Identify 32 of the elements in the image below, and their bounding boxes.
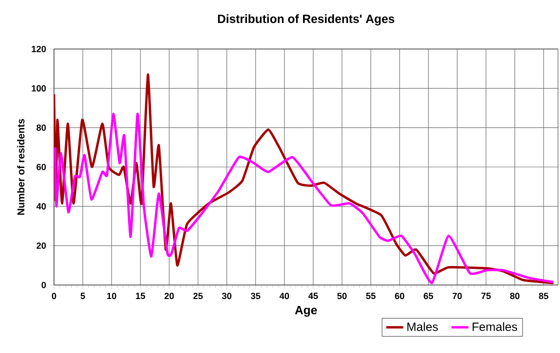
y-axis-title: Number of residents [17, 118, 24, 215]
x-tick-label: 25 [193, 292, 203, 300]
y-tick-label: 0 [42, 282, 46, 288]
x-tick-label: 55 [366, 292, 376, 300]
y-tick-label: 40 [36, 203, 46, 210]
x-tick-label: 75 [481, 292, 491, 300]
x-tick-label: 15 [136, 292, 146, 300]
x-tick-label: 65 [424, 292, 434, 300]
y-tick-label: 20 [36, 242, 46, 249]
y-tick-label: 120 [32, 46, 46, 52]
x-tick-label: 45 [308, 292, 318, 300]
y-tick-label: 60 [36, 164, 46, 170]
y-tick-label: 80 [36, 124, 46, 131]
x-tick-label: 20 [164, 292, 174, 300]
x-axis-title: Age [295, 306, 317, 317]
line-series [54, 73, 555, 284]
x-tick-label: 10 [107, 292, 116, 300]
x-tick-label: 5 [80, 292, 86, 300]
x-tick-label: 40 [280, 292, 290, 300]
x-tick-label: 60 [394, 292, 404, 300]
y-tick-label: 100 [32, 85, 46, 92]
legend-label: Females [472, 322, 518, 331]
x-tick-label: 85 [538, 292, 548, 300]
x-tick-label: 0 [52, 292, 56, 300]
x-tick-label: 35 [250, 292, 260, 300]
chart-title: Distribution of Residents' Ages [218, 14, 394, 26]
x-tick-label: 30 [222, 292, 232, 300]
legend-label: Males [407, 322, 438, 331]
x-tick-label: 80 [510, 292, 520, 300]
line-series [54, 112, 555, 284]
x-tick-label: 50 [337, 292, 347, 300]
x-tick-label: 70 [452, 292, 462, 300]
